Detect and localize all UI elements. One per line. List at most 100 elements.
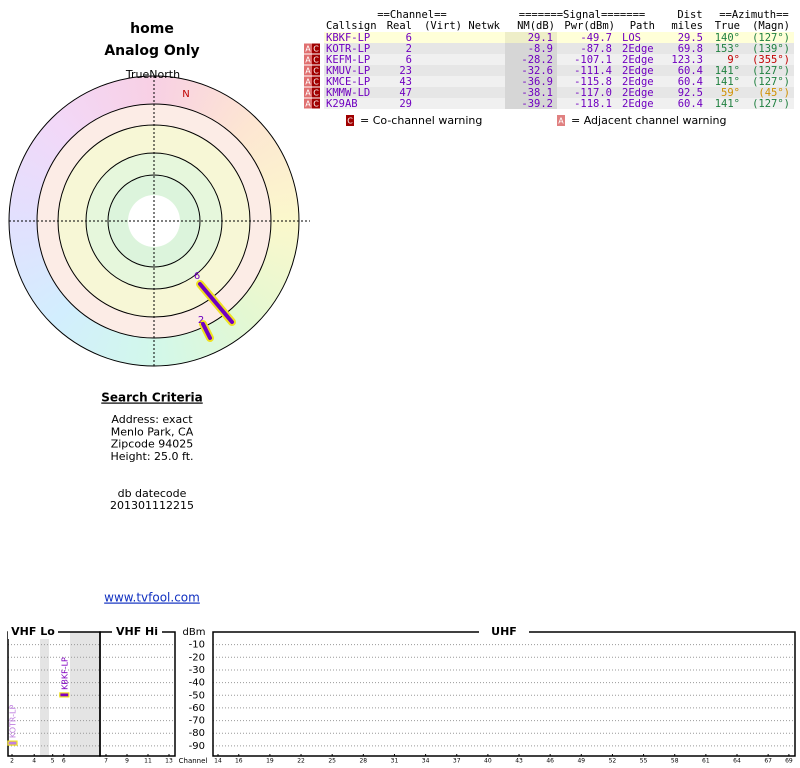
column-header: Real xyxy=(387,20,412,32)
cell: 29 xyxy=(399,98,412,110)
band-title: VHF Lo xyxy=(11,625,55,638)
warning-badge-text: A xyxy=(305,56,311,65)
band-title-bg xyxy=(479,625,529,639)
warning-badge xyxy=(304,43,312,54)
station-ray-label: 2 xyxy=(198,315,204,326)
column-header: Path xyxy=(630,20,655,32)
cell: (127°) xyxy=(752,98,790,110)
cell: 59° xyxy=(721,87,740,99)
x-tick-label: 11 xyxy=(144,758,152,765)
warning-badge-text: A xyxy=(305,45,311,54)
warning-badge xyxy=(312,65,320,76)
signal-marker xyxy=(59,692,70,698)
legend-key-box xyxy=(346,115,354,126)
x-tick-label: 19 xyxy=(266,758,274,765)
cell: 69.8 xyxy=(678,43,703,55)
cell: K29AB xyxy=(326,98,358,110)
title: home xyxy=(130,21,174,37)
cell: 153° xyxy=(715,43,740,55)
warning-badge-text: A xyxy=(305,89,311,98)
subtitle: Analog Only xyxy=(104,43,199,59)
y-tick-label: -70 xyxy=(189,716,205,727)
cell: KBKF-LP xyxy=(326,32,370,44)
cell: -118.1 xyxy=(574,98,612,110)
station-ray-label: 6 xyxy=(194,271,200,282)
cell: -36.9 xyxy=(521,76,553,88)
criteria-line: Height: 25.0 ft. xyxy=(110,450,193,463)
warning-badge-text: C xyxy=(313,56,319,65)
warning-badge xyxy=(312,43,320,54)
warning-badge xyxy=(304,98,312,109)
warning-badge-text: C xyxy=(313,89,319,98)
y-tick-label: -50 xyxy=(189,690,205,701)
x-tick-label: 58 xyxy=(671,758,679,765)
cell: 140° xyxy=(715,32,740,44)
y-tick-label: -30 xyxy=(189,665,205,676)
y-axis-label: dBm xyxy=(183,627,206,638)
cell: -115.8 xyxy=(574,76,612,88)
x-tick-label: 52 xyxy=(609,758,617,765)
cell: (127°) xyxy=(752,65,790,77)
cell: -8.9 xyxy=(528,43,553,55)
nm-cell-background xyxy=(505,87,557,98)
cell: 2Edge xyxy=(622,54,654,66)
column-header: True xyxy=(715,20,740,32)
row-background xyxy=(324,76,794,87)
cell: 29.1 xyxy=(528,32,553,44)
cell: -39.2 xyxy=(521,98,553,110)
cell: 2Edge xyxy=(622,76,654,88)
cell: -32.6 xyxy=(521,65,553,77)
warning-badge xyxy=(312,98,320,109)
cell: -49.7 xyxy=(580,32,612,44)
row-background xyxy=(324,98,794,109)
cell: LOS xyxy=(622,32,641,44)
cell: 47 xyxy=(399,87,412,99)
x-tick-label: 69 xyxy=(785,758,793,765)
row-background xyxy=(324,32,794,43)
x-tick-label: 43 xyxy=(515,758,523,765)
y-tick-label: -40 xyxy=(189,678,205,689)
legend-key-box xyxy=(557,115,565,126)
datecode-label: db datecode xyxy=(118,487,187,500)
x-tick-label: 4 xyxy=(32,758,36,765)
cell: 2 xyxy=(406,43,412,55)
x-tick-label: 13 xyxy=(165,758,173,765)
warning-badge-text: A xyxy=(305,67,311,76)
column-header: Netwk xyxy=(468,20,500,32)
x-tick-label: 40 xyxy=(484,758,492,765)
x-tick-label: 2 xyxy=(10,758,14,765)
x-tick-label: 14 xyxy=(214,758,222,765)
warning-badge xyxy=(304,54,312,65)
cell: 23 xyxy=(399,65,412,77)
criteria-line: Address: exact xyxy=(111,413,193,426)
column-header: Callsign xyxy=(326,20,377,32)
x-axis-label: Channel xyxy=(179,757,208,765)
y-tick-label: -90 xyxy=(189,741,205,752)
legend-text: = Adjacent channel warning xyxy=(571,114,727,127)
radar-ring xyxy=(107,174,201,268)
nm-cell-background xyxy=(505,98,557,109)
x-tick-label: 25 xyxy=(328,758,336,765)
x-tick-label: 7 xyxy=(104,758,108,765)
cell: 2Edge xyxy=(622,43,654,55)
cell: 141° xyxy=(715,76,740,88)
x-tick-label: 37 xyxy=(453,758,461,765)
warning-badge-text: C xyxy=(313,67,319,76)
station-ray xyxy=(198,282,234,324)
warning-badge-text: C xyxy=(313,45,319,54)
warning-badge-text: C xyxy=(313,100,319,109)
y-tick-label: -20 xyxy=(189,652,205,663)
y-tick-label: -80 xyxy=(189,728,205,739)
warning-badge xyxy=(312,54,320,65)
cell: -117.0 xyxy=(574,87,612,99)
site-link[interactable]: www.tvfool.com xyxy=(104,591,200,605)
cell: 2Edge xyxy=(622,98,654,110)
cell: 60.4 xyxy=(678,98,703,110)
criteria-line: Menlo Park, CA xyxy=(111,425,194,438)
criteria-line: Zipcode 94025 xyxy=(111,438,194,451)
x-tick-label: 49 xyxy=(577,758,585,765)
cell: 43 xyxy=(399,76,412,88)
column-header: miles xyxy=(671,20,703,32)
band-title-bg xyxy=(112,625,162,639)
